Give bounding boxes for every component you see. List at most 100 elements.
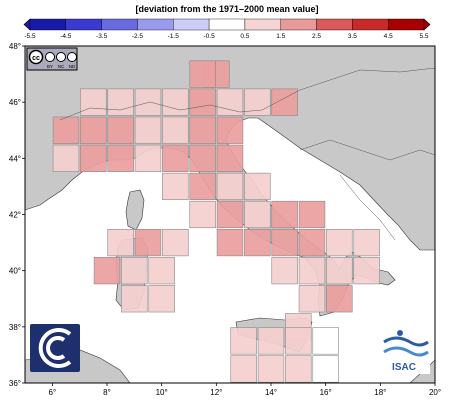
colorbar-arrow-right [423,18,431,31]
latitude-labels: 48° 46° 44° 42° 40° 38° 36° [9,42,25,388]
borders [59,67,436,241]
lon-label: 18° [374,388,386,397]
anomaly-cell [326,228,353,257]
colorbar-swatch [65,18,102,31]
cc-icon [28,49,44,65]
anomaly-cell [271,228,298,257]
isac-text: ISAC [392,362,416,373]
colorbar-tick-label: 2.5 [312,33,321,40]
anomaly-cell [244,228,271,257]
lon-label: 6° [49,388,57,397]
anomaly-cell [121,257,148,285]
anomaly-cell [230,355,257,383]
colorbar-arrow-left [23,18,31,31]
colorbar-tick-label: 5.5 [419,33,428,40]
anomaly-cell [107,88,134,116]
longitude-labels: 6° 8° 10° 12° 14° 16° 18° 20° [49,383,441,397]
colorbar-tick-label: -2.5 [132,33,144,40]
anomaly-cell [189,116,216,144]
colorbar-tick-label: -5.5 [24,33,36,40]
anomaly-cell [216,88,244,116]
anomaly-cell [216,200,244,229]
anomaly-cell [107,144,134,172]
colorbar-tick-label: -4.5 [60,33,72,40]
colorbar-swatch [173,18,210,31]
colorbar-swatch [352,18,389,31]
anomaly-cell [298,200,326,229]
anomaly-cell [80,88,107,116]
anomaly-cell [52,144,80,172]
anomaly-cell [353,228,380,257]
anomaly-cell [121,285,148,313]
anomaly-cell [271,88,298,116]
colorbar-swatch [101,18,138,31]
anomaly-cell [162,144,189,172]
colorbar-swatch [208,18,246,31]
anomaly-cell [230,327,257,355]
cnr-logo [30,324,80,372]
anomaly-cell [162,172,189,201]
anomaly-cell [216,172,244,201]
anomaly-cell [271,257,298,285]
anomaly-cell [93,257,121,285]
lat-label: 48° [9,42,21,51]
anomaly-cell [134,88,162,116]
anomaly-cell [189,88,216,116]
colorbar-swatch [280,18,317,31]
anomaly-cell [162,88,189,116]
anomaly-cell [326,257,353,285]
anomaly-cell [189,144,216,172]
anomaly-cell [134,116,162,144]
anomaly-cell [107,116,134,144]
anomaly-cell [216,144,244,172]
anomaly-cell [162,228,189,257]
colorbar: -5.5 -4.5 -3.5 -2.5 -1.5 -0.5 0.5 1.5 2.5 3.5 4.5 5… [23,18,431,40]
anomaly-cell [285,355,312,383]
lon-label: 20° [429,388,441,397]
cc-nd: ND [69,64,76,69]
colorbar-tick-label: 1.5 [276,33,285,40]
lon-label: 16° [320,388,332,397]
nd-icon [67,52,77,62]
anomaly-cell [298,228,326,257]
colorbar-swatch [316,18,353,31]
colorbar-tick-label: 3.5 [348,33,357,40]
cc-by: BY [47,64,53,69]
lon-label: 8° [103,388,111,397]
anomaly-cell [216,228,244,257]
anomaly-cell [80,116,107,144]
lat-label: 36° [9,379,21,388]
anomaly-cell [298,285,326,313]
anomaly-cell [189,172,216,201]
anomaly-cell [216,116,244,144]
anomaly-cell [257,327,285,355]
map-area [24,45,436,384]
colorbar-swatch [29,18,67,31]
anomaly-cell [148,257,175,285]
lat-label: 38° [9,323,21,332]
lon-label: 10° [156,388,168,397]
cc-nc: NC [58,64,65,69]
anomaly-cell [189,60,216,88]
lat-label: 44° [9,154,21,163]
anomaly-cell [312,327,339,355]
anomaly-cell [148,285,175,313]
anomaly-cell [312,355,339,383]
cc-text: cc [32,55,40,62]
colorbar-tick-label: -3.5 [96,33,108,40]
lat-label: 40° [9,267,21,276]
anomaly-cell [257,355,285,383]
nc-icon [56,52,66,62]
anomaly-cells [52,60,380,383]
anomaly-cell [244,200,271,229]
anomaly-cell [80,144,107,172]
lat-label: 46° [9,98,21,107]
anomaly-cell [353,257,380,285]
colorbar-tick-label: 0.5 [240,33,249,40]
creative-commons-logo: cc BY NC ND [26,47,78,71]
lat-label: 42° [9,211,21,220]
anomaly-cell [134,144,162,172]
by-icon [45,52,55,62]
